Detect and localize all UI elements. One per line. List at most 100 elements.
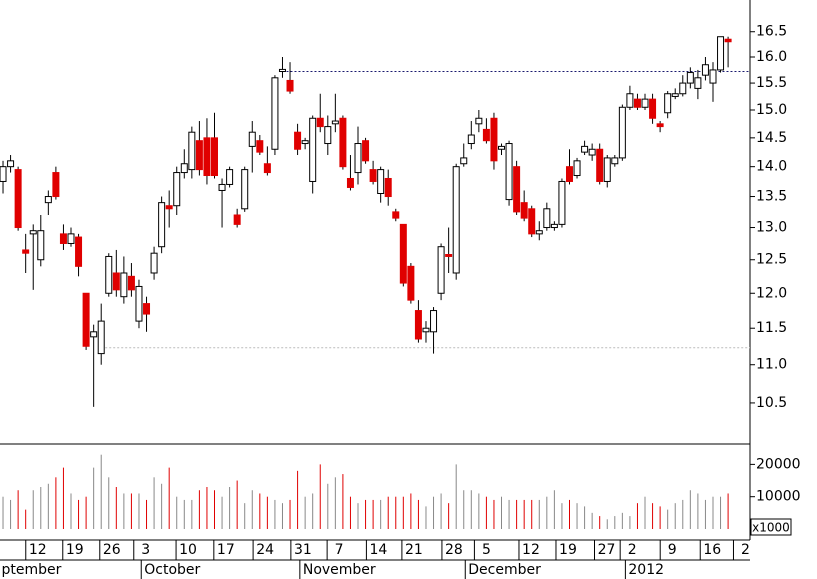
y-tick-label: 13.0 (756, 220, 787, 236)
candle-body (218, 183, 226, 191)
candle-body (256, 140, 264, 153)
candle-body (180, 163, 188, 174)
candle-body (14, 169, 22, 229)
candle-body (437, 246, 445, 294)
candle-body (633, 98, 641, 108)
candle-body (626, 93, 634, 108)
candle-body (694, 77, 702, 89)
candle-body (0, 166, 7, 182)
candle-body (528, 208, 536, 235)
candle-body (407, 265, 415, 301)
candle-body (422, 327, 430, 333)
candle-body (354, 143, 362, 174)
candle-body (52, 172, 60, 198)
candle-body (664, 93, 672, 114)
y-tick-label: 14.0 (756, 159, 787, 175)
y-tick-label: 11.5 (756, 320, 787, 336)
candle-body (105, 255, 113, 294)
candle-body (75, 236, 83, 267)
candle-body (37, 230, 45, 261)
candle-body (316, 117, 324, 128)
candle-body (203, 137, 211, 177)
x-tick-label: 10 (179, 542, 197, 558)
candle-body (498, 145, 506, 150)
unit-box (750, 518, 792, 536)
y-tick-label: 15.5 (756, 75, 787, 91)
y-tick-label: 16.0 (756, 49, 787, 65)
y-tick-label: 10.5 (756, 395, 787, 411)
candle-body (294, 131, 302, 150)
candle-body (248, 131, 256, 147)
x-tick-label: 31 (294, 542, 312, 558)
x-tick-label: 14 (369, 542, 387, 558)
candle-body (467, 134, 475, 145)
candle-body (188, 131, 196, 171)
candle-body (278, 68, 286, 73)
candle-body (127, 275, 135, 291)
candle-body (233, 214, 241, 225)
x-tick-label: 7 (335, 542, 344, 558)
candle-body (29, 230, 37, 235)
y-tick-label: 16.5 (756, 24, 787, 40)
month-label: October (144, 562, 200, 578)
candle-body (686, 72, 694, 84)
candle-body (377, 169, 385, 194)
candle-body (701, 64, 709, 76)
candle-body (460, 157, 468, 165)
candle-body (618, 106, 626, 159)
candle-body (135, 285, 143, 322)
candle-body (392, 211, 400, 219)
month-label: December (468, 562, 541, 578)
x-tick-label: 19 (66, 542, 84, 558)
candle-body (173, 172, 181, 207)
x-tick-label: 5 (482, 542, 491, 558)
candle-body (97, 320, 105, 355)
candle-body (399, 223, 407, 284)
candle-body (241, 169, 249, 210)
x-tick-label: 27 (598, 542, 616, 558)
candle-body (535, 230, 543, 235)
candle-body (452, 166, 460, 274)
x-tick-label: 16 (703, 542, 721, 558)
candle-body (679, 82, 687, 95)
candle-body (286, 79, 294, 92)
candle-body (165, 205, 173, 210)
candle-body (369, 169, 377, 182)
x-tick-label: 24 (256, 542, 274, 558)
candle-body (513, 166, 521, 213)
candle-body (226, 169, 234, 185)
candle-body (195, 140, 203, 171)
candle-body (581, 145, 589, 153)
candle-body (301, 140, 309, 145)
volume-tick-label: 10000 (756, 489, 801, 505)
candle-body (59, 233, 67, 244)
candle-body (482, 128, 490, 142)
y-tick-label: 13.5 (756, 189, 787, 205)
month-label: 2012 (628, 562, 664, 578)
candle-body (44, 196, 52, 204)
y-tick-label: 12.0 (756, 285, 787, 301)
x-tick-label: 3 (141, 542, 150, 558)
candle-body (143, 303, 151, 315)
candle-body (67, 233, 75, 244)
candle-body (430, 310, 438, 333)
x-tick-label: 17 (217, 542, 235, 558)
candle-body (724, 38, 732, 43)
candle-body (82, 292, 90, 347)
x-tick-label: 21 (405, 542, 423, 558)
candle-body (490, 117, 498, 162)
x-tick-label: 2 (628, 542, 637, 558)
candle-body (324, 126, 332, 145)
candle-body (384, 177, 392, 198)
candle-body (603, 157, 611, 182)
candle-body (717, 36, 725, 71)
x-tick-label: 19 (559, 542, 577, 558)
candle-body (543, 208, 551, 229)
candle-body (445, 254, 453, 257)
candle-body (641, 98, 649, 108)
candle-body (475, 117, 483, 125)
candle-body (211, 137, 219, 177)
candle-body (709, 69, 717, 84)
candle-body (120, 272, 128, 298)
x-tick-label: 26 (103, 542, 121, 558)
